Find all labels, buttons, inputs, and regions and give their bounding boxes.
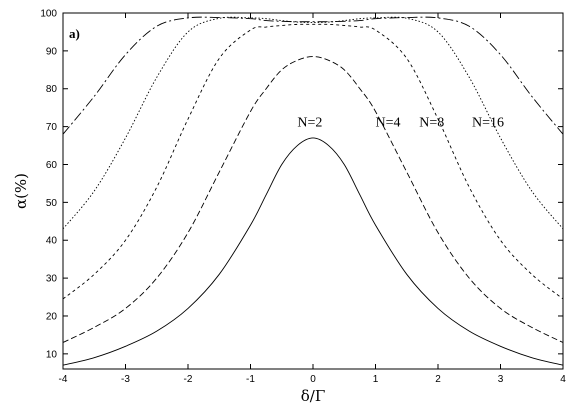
y-tick-label: 10 — [46, 349, 58, 360]
x-tick-label: 4 — [560, 374, 566, 385]
x-tick-label: -4 — [59, 374, 68, 385]
y-tick-label: 90 — [46, 46, 58, 57]
curve-label: N=16 — [472, 116, 504, 131]
x-tick-label: 2 — [435, 374, 441, 385]
y-tick-label: 80 — [46, 84, 58, 95]
y-tick-label: 50 — [46, 198, 58, 209]
tick-labels: -4 -3 -2 -1 0 1 2 3 4 10 20 30 40 50 60 70 80 90 100 — [40, 9, 566, 386]
y-axis-label: α(%) — [12, 173, 30, 209]
series-4-line — [62, 16, 564, 135]
curves — [62, 16, 564, 366]
y-tick-label: 40 — [46, 236, 58, 247]
y-tick-label: 30 — [46, 274, 58, 285]
y-tick-label: 70 — [46, 122, 58, 133]
plot-frame — [62, 12, 564, 370]
series-1-line — [62, 56, 564, 343]
x-tick-label: -3 — [121, 374, 130, 385]
axis-ticks — [62, 12, 564, 369]
x-tick-label: 0 — [310, 374, 316, 385]
curve-label: N=2 — [297, 116, 322, 131]
y-tick-label: 100 — [40, 9, 57, 20]
x-tick-label: -2 — [184, 374, 193, 385]
curve-labels: N=2 N=4 N=8 N=16 — [297, 116, 504, 131]
curve-label: N=8 — [419, 116, 444, 131]
x-tick-label: 1 — [373, 374, 379, 385]
x-tick-label: -1 — [246, 374, 255, 385]
y-tick-label: 60 — [46, 160, 58, 171]
series-0-line — [62, 137, 564, 366]
x-axis-label: δ/Γ — [301, 387, 326, 405]
curve-label: N=4 — [375, 116, 400, 131]
y-tick-label: 20 — [46, 311, 58, 322]
panel-label: a) — [69, 26, 80, 41]
series-2-line — [62, 23, 564, 300]
x-tick-label: 3 — [498, 374, 504, 385]
